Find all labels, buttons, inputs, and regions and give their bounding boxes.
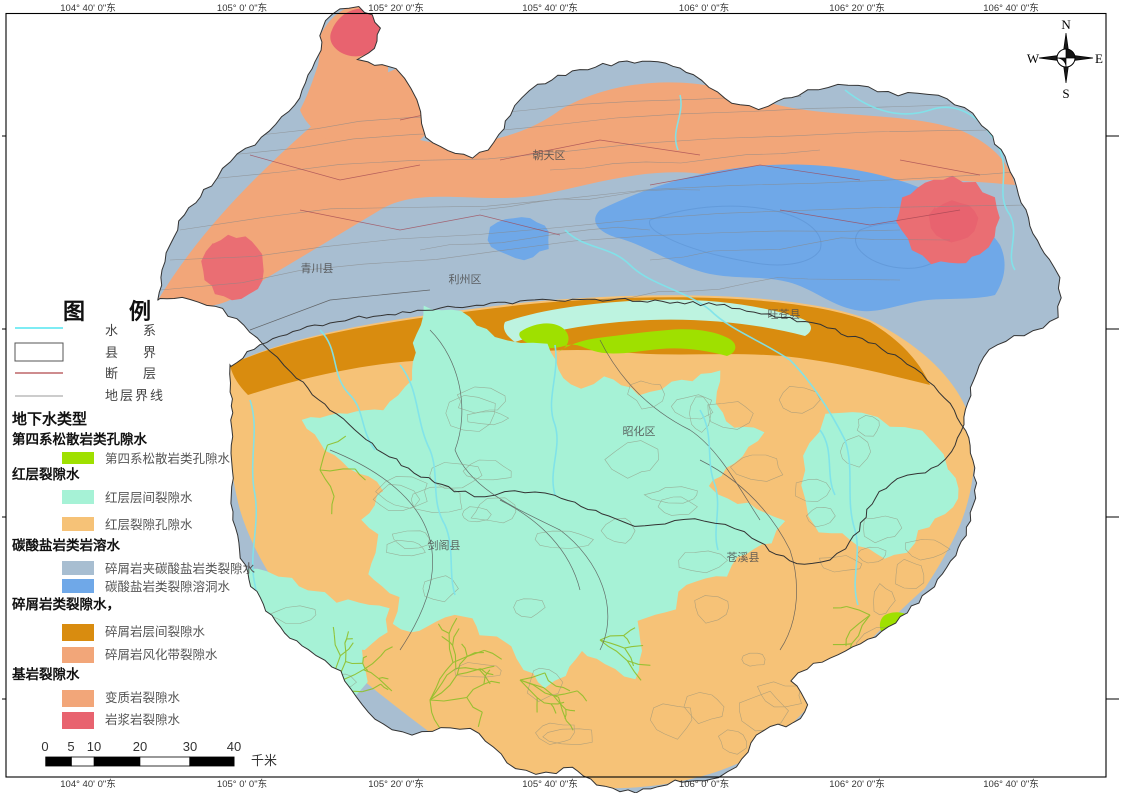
svg-text:105° 40' 0"东: 105° 40' 0"东 (522, 778, 577, 790)
svg-text:旺苍县: 旺苍县 (768, 308, 801, 321)
svg-text:地层界线: 地层界线 (105, 388, 165, 403)
svg-text:红层裂隙孔隙水: 红层裂隙孔隙水 (105, 517, 193, 532)
svg-text:105° 0' 0"东: 105° 0' 0"东 (217, 2, 267, 14)
svg-text:碳酸盐岩类裂隙溶洞水: 碳酸盐岩类裂隙溶洞水 (105, 579, 231, 594)
svg-text:104° 40' 0"东: 104° 40' 0"东 (60, 2, 115, 14)
svg-text:断 层: 断 层 (105, 366, 162, 381)
svg-text:县 界: 县 界 (105, 345, 162, 360)
svg-text:105° 40' 0"东: 105° 40' 0"东 (522, 2, 577, 14)
svg-text:105° 0' 0"东: 105° 0' 0"东 (217, 778, 267, 790)
svg-text:水 系: 水 系 (105, 323, 162, 338)
svg-text:40: 40 (227, 739, 241, 754)
svg-text:第四系松散岩类孔隙水: 第四系松散岩类孔隙水 (105, 451, 231, 466)
svg-text:5: 5 (67, 739, 74, 754)
svg-text:碎屑岩风化带裂隙水: 碎屑岩风化带裂隙水 (105, 647, 218, 662)
svg-text:红层裂隙水: 红层裂隙水 (12, 466, 80, 482)
svg-text:106° 20' 0"东: 106° 20' 0"东 (829, 778, 884, 790)
svg-text:30: 30 (183, 739, 197, 754)
svg-text:第四系松散岩类孔隙水: 第四系松散岩类孔隙水 (12, 431, 147, 447)
svg-text:10: 10 (87, 739, 101, 754)
svg-text:106° 0' 0"东: 106° 0' 0"东 (679, 778, 729, 790)
svg-text:104° 40' 0"东: 104° 40' 0"东 (60, 778, 115, 790)
svg-text:昭化区: 昭化区 (623, 424, 656, 438)
svg-text:朝天区: 朝天区 (533, 149, 566, 162)
svg-text:105° 20' 0"东: 105° 20' 0"东 (368, 2, 423, 14)
svg-text:青川县: 青川县 (301, 262, 334, 275)
svg-text:岩浆岩裂隙水: 岩浆岩裂隙水 (105, 712, 181, 727)
svg-text:地下水类型: 地下水类型 (12, 410, 87, 428)
svg-text:S: S (1062, 86, 1069, 101)
svg-text:W: W (1027, 51, 1040, 66)
svg-text:剑阁县: 剑阁县 (428, 538, 461, 552)
svg-text:碳酸盐岩类岩溶水: 碳酸盐岩类岩溶水 (12, 537, 120, 553)
svg-text:碎屑岩夹碳酸盐岩类裂隙水: 碎屑岩夹碳酸盐岩类裂隙水 (105, 561, 256, 576)
svg-text:变质岩裂隙水: 变质岩裂隙水 (105, 690, 181, 705)
svg-text:红层层间裂隙水: 红层层间裂隙水 (105, 490, 193, 505)
svg-text:105° 20' 0"东: 105° 20' 0"东 (368, 778, 423, 790)
svg-text:106° 40' 0"东: 106° 40' 0"东 (983, 778, 1038, 790)
svg-text:基岩裂隙水: 基岩裂隙水 (12, 666, 80, 682)
svg-text:利州区: 利州区 (449, 273, 482, 286)
svg-text:碎屑岩层间裂隙水: 碎屑岩层间裂隙水 (105, 624, 206, 639)
svg-text:N: N (1061, 17, 1071, 32)
svg-text:千米: 千米 (251, 753, 277, 768)
svg-text:碎屑岩类裂隙水，: 碎屑岩类裂隙水， (12, 596, 120, 612)
svg-text:苍溪县: 苍溪县 (727, 551, 760, 564)
svg-text:20: 20 (133, 739, 147, 754)
svg-text:106° 20' 0"东: 106° 20' 0"东 (829, 2, 884, 14)
svg-text:106° 40' 0"东: 106° 40' 0"东 (983, 2, 1038, 14)
svg-text:106° 0' 0"东: 106° 0' 0"东 (679, 2, 729, 14)
svg-text:0: 0 (41, 739, 48, 754)
svg-text:E: E (1095, 51, 1103, 66)
svg-text:图 例: 图 例 (63, 299, 162, 324)
